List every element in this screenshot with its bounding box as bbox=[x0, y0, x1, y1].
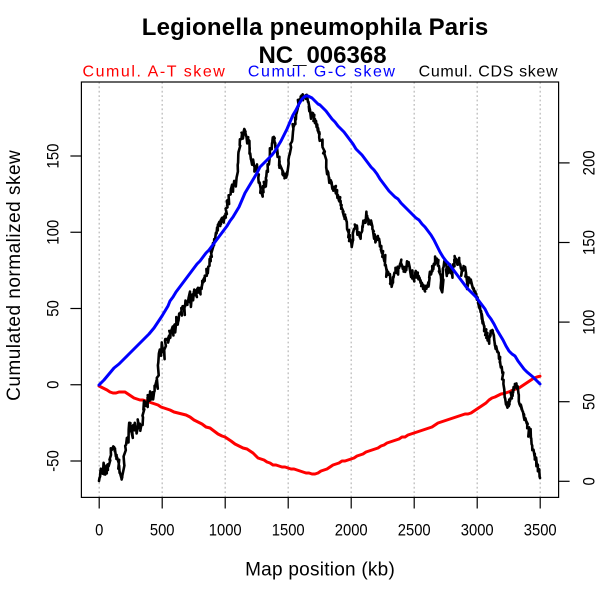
svg-text:Legionella pneumophila Paris: Legionella pneumophila Paris bbox=[142, 14, 489, 41]
svg-text:100: 100 bbox=[581, 310, 599, 335]
svg-text:0: 0 bbox=[95, 522, 103, 540]
svg-text:0: 0 bbox=[45, 381, 63, 389]
svg-text:100: 100 bbox=[45, 220, 63, 245]
svg-text:Cumul. G-C skew: Cumul. G-C skew bbox=[248, 64, 397, 81]
svg-text:1000: 1000 bbox=[209, 522, 242, 540]
svg-text:-50: -50 bbox=[45, 450, 63, 472]
svg-text:150: 150 bbox=[581, 230, 599, 255]
svg-text:Cumul. A-T skew: Cumul. A-T skew bbox=[83, 64, 227, 81]
svg-text:2500: 2500 bbox=[398, 522, 431, 540]
svg-text:50: 50 bbox=[45, 300, 63, 317]
svg-text:0: 0 bbox=[581, 477, 599, 485]
svg-text:3500: 3500 bbox=[524, 522, 557, 540]
svg-text:2000: 2000 bbox=[335, 522, 368, 540]
svg-text:Cumul. CDS skew: Cumul. CDS skew bbox=[419, 64, 559, 81]
svg-text:50: 50 bbox=[581, 393, 599, 410]
svg-text:200: 200 bbox=[581, 150, 599, 175]
svg-text:3000: 3000 bbox=[461, 522, 494, 540]
svg-text:Map position (kb): Map position (kb) bbox=[245, 560, 395, 581]
svg-text:1500: 1500 bbox=[272, 522, 305, 540]
svg-text:150: 150 bbox=[45, 143, 63, 168]
svg-text:NC_006368: NC_006368 bbox=[258, 42, 386, 69]
svg-text:500: 500 bbox=[150, 522, 175, 540]
svg-text:Cumulated normalized skew: Cumulated normalized skew bbox=[4, 150, 25, 401]
